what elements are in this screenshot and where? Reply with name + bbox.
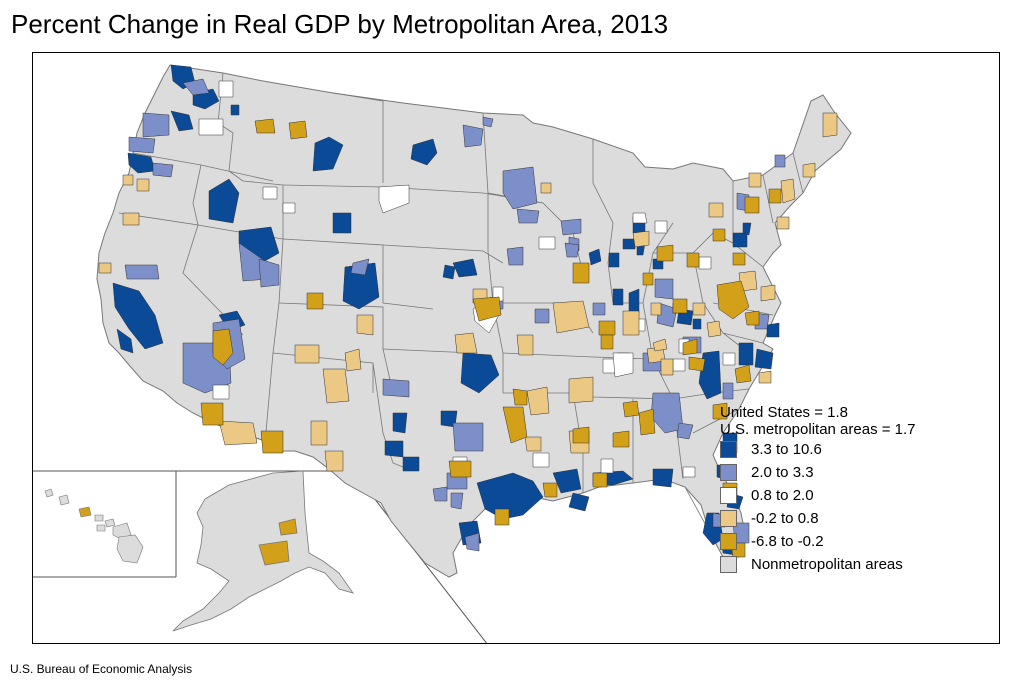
metro-fairbanks [278,518,298,536]
map-frame [32,52,1000,644]
metro-class-1 [112,64,780,556]
map-title: Percent Change in Real GDP by Metropolit… [11,9,669,39]
legend: United States = 1.8 U.S. metropolitan ar… [720,404,960,576]
legend-swatch [720,441,737,458]
legend-swatch [720,464,737,481]
legend-metro-total: U.S. metropolitan areas = 1.7 [720,421,916,438]
legend-swatch [720,487,737,504]
legend-item: -0.2 to 0.8 [720,507,960,530]
legend-item: 3.3 to 10.6 [720,438,960,461]
alaska-inset [172,470,354,632]
legend-item: Nonmetropolitan areas [720,553,960,576]
metro-anchorage [258,540,290,566]
legend-label: Nonmetropolitan areas [751,556,903,573]
legend-us-total: United States = 1.8 [720,404,848,421]
legend-swatch [720,556,737,573]
legend-item: -6.8 to -0.2 [720,530,960,553]
metro-honolulu [78,506,92,518]
legend-label: -0.2 to 0.8 [751,510,819,527]
legend-item: 0.8 to 2.0 [720,484,960,507]
legend-label: -6.8 to -0.2 [751,533,824,550]
legend-label: 0.8 to 2.0 [751,487,814,504]
us-metro-map [33,64,852,643]
source-credit: U.S. Bureau of Economic Analysis [10,662,193,676]
metro-class-5 [200,118,782,558]
legend-label: 2.0 to 3.3 [751,464,814,481]
legend-swatch [720,510,737,527]
hawaii-inset [44,488,144,564]
legend-item: 2.0 to 3.3 [720,461,960,484]
legend-label: 3.3 to 10.6 [751,441,822,458]
legend-swatch [720,533,737,550]
